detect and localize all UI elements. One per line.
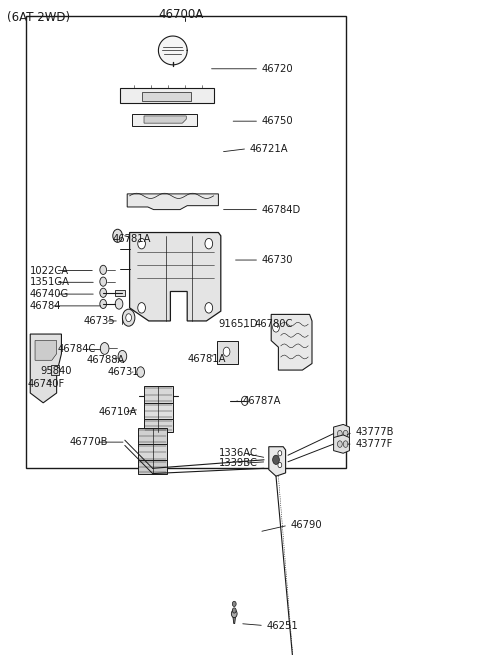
Text: 46700A: 46700A (158, 8, 204, 21)
Polygon shape (144, 116, 186, 123)
Text: 43777F: 43777F (355, 439, 393, 449)
Circle shape (232, 601, 236, 607)
Circle shape (100, 299, 107, 309)
Text: 46784D: 46784D (262, 204, 301, 215)
Circle shape (223, 347, 230, 356)
Bar (51, 365, 59, 375)
Polygon shape (120, 88, 214, 103)
Text: 46780C: 46780C (254, 318, 293, 329)
Bar (144, 386, 173, 403)
Circle shape (100, 343, 109, 354)
Text: (6AT 2WD): (6AT 2WD) (7, 11, 71, 24)
Text: 46710A: 46710A (98, 407, 137, 417)
Polygon shape (130, 233, 221, 321)
Text: 46784: 46784 (30, 301, 61, 311)
Polygon shape (132, 114, 197, 126)
Text: 46770B: 46770B (70, 437, 108, 447)
Text: 46790: 46790 (290, 520, 322, 531)
Circle shape (115, 299, 123, 309)
Text: 46784C: 46784C (58, 344, 96, 354)
Circle shape (231, 610, 237, 618)
Circle shape (337, 430, 342, 437)
Bar (115, 290, 125, 296)
Bar (138, 460, 167, 474)
Circle shape (100, 265, 107, 274)
Circle shape (273, 455, 279, 464)
Text: 95840: 95840 (41, 366, 72, 377)
Text: 1022CA: 1022CA (30, 265, 69, 276)
Bar (144, 419, 173, 432)
Polygon shape (142, 92, 191, 101)
Polygon shape (35, 341, 57, 360)
Text: 46731: 46731 (108, 367, 140, 377)
Circle shape (205, 303, 213, 313)
Circle shape (138, 303, 145, 313)
Circle shape (100, 277, 107, 286)
Circle shape (343, 441, 348, 447)
Circle shape (138, 238, 145, 249)
Text: 1351GA: 1351GA (30, 277, 70, 288)
Circle shape (343, 430, 348, 437)
Bar (144, 403, 173, 419)
Text: 46720: 46720 (262, 64, 293, 74)
Bar (138, 428, 167, 444)
Text: 46721A: 46721A (250, 143, 288, 154)
Text: 46735: 46735 (84, 316, 116, 326)
Polygon shape (271, 314, 312, 370)
Text: 46781A: 46781A (187, 354, 226, 364)
Circle shape (100, 288, 107, 297)
Text: 46787A: 46787A (242, 396, 281, 406)
Text: 46740G: 46740G (30, 289, 69, 299)
Circle shape (205, 238, 213, 249)
Circle shape (337, 441, 342, 447)
Text: 1339BC: 1339BC (218, 458, 257, 468)
Circle shape (278, 451, 282, 456)
Circle shape (278, 462, 282, 468)
Bar (138, 444, 167, 460)
Text: 46740F: 46740F (28, 379, 65, 389)
Bar (26, 16, 346, 468)
Circle shape (113, 229, 122, 242)
Circle shape (126, 314, 132, 322)
Polygon shape (30, 334, 61, 403)
Circle shape (118, 350, 127, 362)
Polygon shape (233, 616, 236, 624)
Circle shape (122, 309, 135, 326)
Text: 46781A: 46781A (113, 234, 151, 244)
Polygon shape (334, 424, 349, 443)
Circle shape (273, 323, 279, 332)
Circle shape (241, 396, 248, 405)
Text: 43777B: 43777B (355, 427, 394, 438)
Text: 46730: 46730 (262, 255, 293, 265)
Polygon shape (158, 36, 187, 65)
Text: 1336AC: 1336AC (218, 448, 257, 458)
Text: 46251: 46251 (266, 620, 298, 631)
Circle shape (232, 608, 236, 613)
Text: 46788A: 46788A (86, 355, 125, 365)
Polygon shape (127, 194, 218, 210)
Polygon shape (269, 447, 286, 476)
Polygon shape (334, 435, 349, 453)
Circle shape (137, 367, 144, 377)
Text: 91651D: 91651D (218, 318, 258, 329)
Text: 46750: 46750 (262, 116, 293, 126)
Polygon shape (217, 341, 238, 364)
